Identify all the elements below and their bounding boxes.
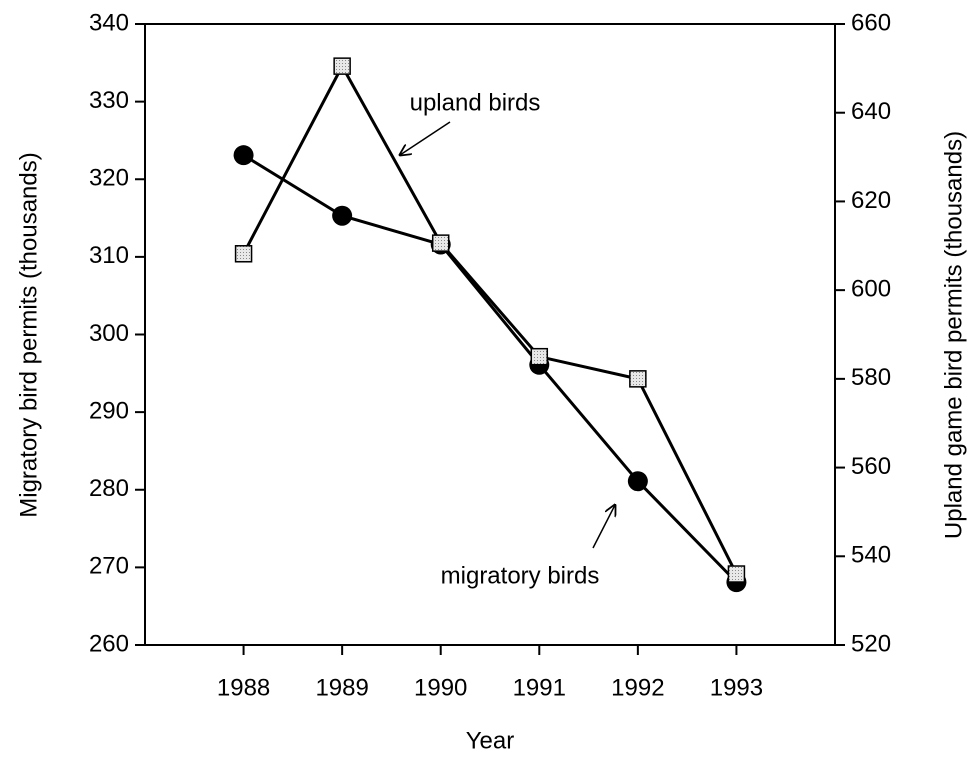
y2-tick-label: 580 xyxy=(851,364,891,391)
y2-tick-label: 640 xyxy=(851,98,891,125)
y2-tick-label: 520 xyxy=(851,630,891,657)
y-tick-label: 320 xyxy=(89,165,129,192)
x-tick-label: 1989 xyxy=(315,674,368,701)
x-axis-title: Year xyxy=(466,727,515,754)
x-tick-label: 1990 xyxy=(414,674,467,701)
marker xyxy=(530,347,549,366)
marker xyxy=(727,565,746,583)
annotation-arrow xyxy=(592,505,615,549)
y-tick-label: 260 xyxy=(89,630,129,657)
plot-frame xyxy=(144,23,836,646)
marker xyxy=(333,57,351,75)
marker xyxy=(332,205,353,226)
y2-tick-label: 540 xyxy=(851,542,891,569)
marker xyxy=(234,245,253,263)
y2-tick-label: 620 xyxy=(851,187,891,214)
x-tick-label: 1993 xyxy=(710,674,763,701)
x-tick-label: 1988 xyxy=(217,674,270,701)
y-tick-label: 270 xyxy=(89,553,129,580)
annotation: migratory birds xyxy=(441,562,600,589)
y-tick-label: 290 xyxy=(89,397,129,424)
marker xyxy=(629,370,647,388)
y2-axis-title: Upland game bird permits (thousands) xyxy=(940,131,967,539)
y-tick-label: 280 xyxy=(89,475,129,502)
series-line xyxy=(242,62,738,575)
y2-tick-label: 660 xyxy=(851,9,891,36)
marker xyxy=(431,234,450,252)
annotation-arrow xyxy=(400,121,451,155)
marker xyxy=(233,145,254,166)
y-tick-label: 340 xyxy=(89,9,129,36)
marker xyxy=(627,471,648,492)
y-tick-label: 310 xyxy=(89,242,129,269)
series-line xyxy=(242,153,738,584)
annotation: upland birds xyxy=(410,89,541,116)
x-tick-label: 1991 xyxy=(513,674,566,701)
y2-tick-label: 560 xyxy=(851,453,891,480)
y-tick-label: 330 xyxy=(89,87,129,114)
y-axis-title: Migratory bird permits (thousands) xyxy=(15,152,42,517)
y2-tick-label: 600 xyxy=(851,275,891,302)
y-tick-label: 300 xyxy=(89,320,129,347)
x-tick-label: 1992 xyxy=(611,674,664,701)
